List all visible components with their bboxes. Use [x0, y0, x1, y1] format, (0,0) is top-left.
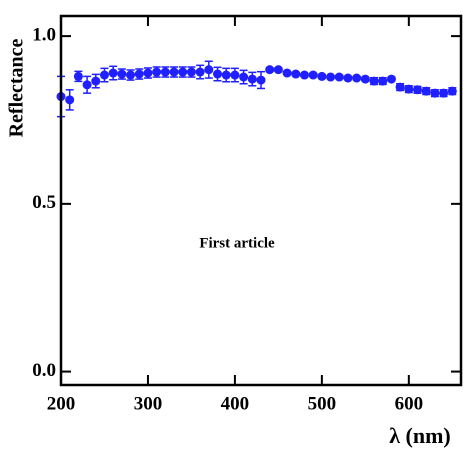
plot-frame	[59, 14, 463, 387]
y-tick-label: 0.5	[32, 192, 56, 213]
point	[378, 76, 388, 86]
point	[413, 85, 423, 95]
point	[247, 74, 257, 84]
x-tick-label: 200	[47, 393, 76, 414]
point	[160, 67, 170, 77]
x-tick-label: 600	[395, 393, 424, 414]
point	[152, 67, 162, 77]
y-tick-label: 1.0	[32, 24, 56, 45]
point	[134, 69, 144, 79]
point	[447, 86, 457, 96]
y-tick-label: 0.0	[32, 360, 56, 381]
point	[169, 67, 179, 77]
point	[421, 86, 431, 96]
point	[117, 69, 127, 79]
point	[308, 70, 318, 80]
point	[317, 71, 327, 81]
point	[369, 76, 379, 86]
point	[221, 70, 231, 80]
point	[273, 65, 283, 75]
x-axis-label: λ (nm)	[389, 423, 451, 448]
point	[178, 67, 188, 77]
point	[352, 73, 362, 83]
point	[186, 67, 196, 77]
point	[386, 74, 396, 84]
point	[299, 70, 309, 80]
annotation: First article	[199, 235, 275, 251]
point	[204, 65, 214, 75]
point	[334, 72, 344, 82]
point	[256, 75, 266, 85]
point	[326, 72, 336, 82]
point	[195, 67, 205, 77]
point	[439, 88, 449, 98]
point	[395, 82, 405, 92]
point	[91, 76, 101, 86]
x-tick-label: 500	[308, 393, 337, 414]
point	[126, 70, 136, 80]
point	[291, 69, 301, 79]
point	[108, 68, 118, 78]
point	[73, 71, 83, 81]
point	[430, 88, 440, 98]
point	[343, 73, 353, 83]
x-tick-label: 300	[134, 393, 163, 414]
y-axis-label: Reflectance	[6, 38, 28, 137]
point	[143, 68, 153, 78]
x-tick-label: 400	[221, 393, 250, 414]
point	[82, 80, 92, 90]
point	[404, 84, 414, 94]
point	[213, 69, 223, 79]
point	[282, 68, 292, 78]
point	[239, 72, 249, 82]
point	[230, 70, 240, 80]
point	[265, 65, 275, 75]
point	[65, 95, 75, 105]
point	[360, 74, 370, 84]
point	[99, 70, 109, 80]
